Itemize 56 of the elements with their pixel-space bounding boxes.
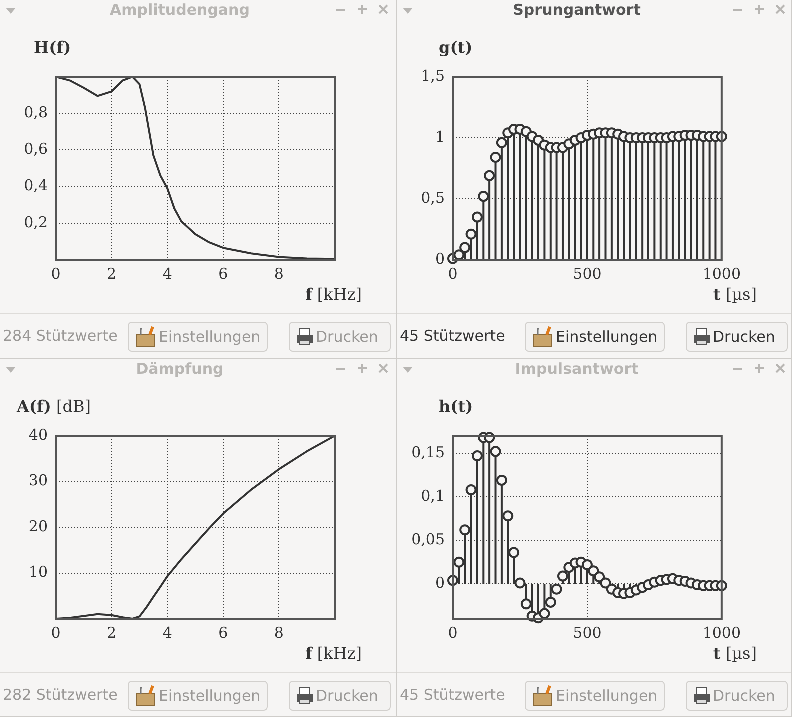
x-tick-label: 500 [573, 264, 602, 283]
y-tick-label: 0 [435, 574, 445, 592]
text: Drucken [316, 687, 378, 705]
y-tick-label: 0 [435, 250, 445, 268]
text: Drucken [713, 687, 776, 705]
x-tick-label: 500 [573, 624, 602, 642]
y-tick-label: 20 [28, 517, 48, 536]
y-axis-title: A(f) [dB] [17, 397, 92, 416]
x-tick-label: 4 [162, 264, 172, 283]
chart-title: Impulsantwort [514, 359, 640, 379]
y-tick-label: 1,5 [421, 66, 445, 85]
y-tick-label: 30 [28, 472, 48, 490]
y-tick-label: 40 [28, 426, 48, 444]
y-axis-title: h(t) [439, 397, 474, 416]
x-tick-label: 0 [51, 624, 61, 642]
text: Einstellungen [159, 687, 261, 705]
text: Drucken [316, 328, 378, 346]
y-tick-label: 0,1 [421, 486, 445, 505]
text: Einstellungen [159, 328, 261, 346]
x-tick-label: 1000 [702, 264, 742, 283]
x-tick-label: 8 [274, 624, 284, 642]
text: 45 Stützwerte [400, 327, 506, 345]
y-axis-title: H(f) [34, 38, 72, 57]
x-axis-title: f [kHz] [305, 644, 362, 663]
y-tick-label: 0,6 [24, 140, 48, 158]
y-tick-label: 0,15 [412, 443, 445, 462]
text: 284 Stützwerte [3, 327, 118, 345]
y-tick-label: 1 [435, 128, 445, 146]
chart-title: Amplitudengang [109, 0, 251, 20]
text: Einstellungen [556, 328, 658, 346]
y-tick-label: 10 [28, 563, 48, 582]
x-axis-title: f [kHz] [305, 285, 362, 304]
text: Einstellungen [556, 687, 658, 705]
x-tick-label: 8 [274, 264, 284, 283]
y-tick-label: 0,8 [24, 103, 48, 122]
y-tick-label: 0,5 [421, 188, 445, 207]
chart-title: Sprungantwort [512, 0, 642, 20]
text: Drucken [713, 328, 776, 346]
y-tick-label: 0,05 [412, 530, 445, 548]
y-tick-label: 0,2 [24, 213, 48, 232]
y-axis-title: g(t) [439, 38, 473, 57]
x-tick-label: 6 [218, 624, 228, 642]
x-tick-label: 0 [51, 264, 61, 283]
x-axis-title: t [µs] [713, 644, 757, 663]
y-tick-label: 0,4 [24, 176, 48, 195]
x-tick-label: 2 [107, 264, 117, 283]
text: 45 Stützwerte [400, 686, 506, 704]
chart-title: Dämpfung [135, 359, 225, 379]
x-tick-label: 1000 [702, 624, 742, 642]
x-tick-label: 4 [162, 624, 172, 642]
x-axis-title: t [µs] [713, 285, 757, 304]
text: 282 Stützwerte [3, 686, 118, 704]
x-tick-label: 0 [448, 264, 458, 283]
x-tick-label: 2 [107, 624, 117, 642]
x-tick-label: 0 [448, 624, 458, 642]
x-tick-label: 6 [218, 264, 228, 283]
